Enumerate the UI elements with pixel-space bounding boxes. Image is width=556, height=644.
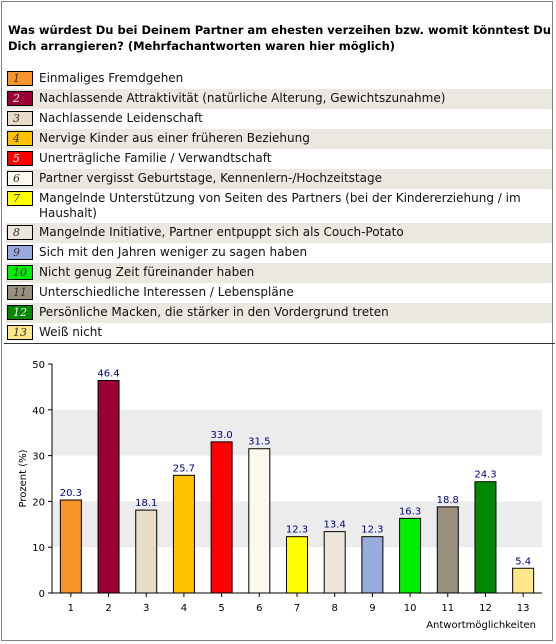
results-bar-chart: 0 10 20 30 40 50 20.3 1 46.4 2 18.1 3 25.7 4 33.0 5 31.5…	[18, 360, 542, 631]
legend-item: 12 Persönliche Macken, die stärker in den…	[6, 303, 552, 323]
x-tick-label: 12	[479, 603, 492, 614]
legend-label: Nachlassende Leidenschaft	[39, 111, 203, 125]
x-tick-label: 5	[218, 603, 224, 614]
legend-item: 5 Unerträgliche Familie / Verwandtschaft	[6, 149, 552, 169]
y-tick-label: 10	[32, 543, 45, 554]
legend-label: Nachlassende Attraktivität (natürliche A…	[39, 91, 446, 105]
legend-item: 13 Weiß nicht	[6, 323, 552, 343]
legend-swatch: 4	[7, 131, 33, 146]
legend-swatch: 9	[7, 245, 33, 260]
y-tick-label: 50	[32, 360, 45, 371]
legend-item: 9 Sich mit den Jahren weniger zu sagen ha…	[6, 243, 552, 263]
x-tick-label: 10	[404, 603, 417, 614]
legend-item: 11 Unterschiedliche Interessen / Lebenspl…	[6, 283, 552, 303]
legend-swatch: 2	[7, 91, 33, 106]
bar	[97, 379, 120, 594]
y-axis-title: Prozent (%)	[18, 449, 29, 507]
x-tick-label: 1	[68, 603, 74, 614]
legend-label: Nicht genug Zeit füreinander haben	[39, 265, 255, 279]
bar	[210, 441, 233, 594]
legend-swatch: 6	[7, 171, 33, 186]
bar-value-label: 16.3	[399, 506, 421, 517]
legend-label: Mangelnde Initiative, Partner entpuppt s…	[39, 225, 404, 239]
poll-question: Was würdest Du bei Deinem Partner am ehe…	[8, 23, 551, 53]
legend-swatch: 10	[7, 265, 33, 280]
x-tick-label: 8	[332, 603, 338, 614]
y-tick-label: 40	[32, 406, 45, 417]
bar-value-label: 20.3	[60, 488, 82, 499]
bar	[135, 509, 158, 594]
legend-swatch: 8	[7, 225, 33, 240]
x-tick-label: 4	[181, 603, 187, 614]
y-tick-label: 20	[32, 497, 45, 508]
bar	[512, 567, 535, 594]
legend-swatch: 7	[7, 191, 33, 206]
legend-item: 2 Nachlassende Attraktivität (natürliche …	[6, 89, 552, 109]
bar	[172, 474, 195, 594]
x-tick-label: 7	[294, 603, 300, 614]
legend-item: 7 Mangelnde Unterstützung von Seiten des …	[6, 189, 552, 223]
x-axis-title: Antwortmöglichkeiten	[426, 620, 536, 631]
x-tick-label: 11	[441, 603, 454, 614]
legend-item: 10 Nicht genug Zeit füreinander haben	[6, 263, 552, 283]
legend-item: 4 Nervige Kinder aus einer früheren Bezie…	[6, 129, 552, 149]
bar	[361, 536, 384, 594]
bar-value-label: 18.8	[437, 495, 459, 506]
bar-value-label: 12.3	[286, 525, 308, 536]
bar-value-label: 33.0	[210, 430, 232, 441]
bar-value-label: 5.4	[515, 556, 531, 567]
bar	[399, 517, 422, 594]
grid-band	[52, 409, 542, 456]
bar-value-label: 31.5	[248, 437, 270, 448]
x-tick-label: 3	[143, 603, 149, 614]
bar	[286, 536, 308, 594]
legend-label: Nervige Kinder aus einer früheren Bezieh…	[39, 131, 310, 145]
legend-label: Unterschiedliche Interessen / Lebensplän…	[39, 285, 294, 299]
bar-value-label: 18.1	[135, 498, 157, 509]
x-tick-label: 13	[517, 603, 530, 614]
legend-swatch: 11	[7, 285, 33, 300]
y-tick-label: 30	[32, 452, 45, 463]
legend-label: Unerträgliche Familie / Verwandtschaft	[39, 151, 272, 165]
legend-item: 1 Einmaliges Fremdgehen	[6, 69, 552, 89]
legend-label: Weiß nicht	[39, 325, 103, 339]
answer-legend: 1 Einmaliges Fremdgehen 2 Nachlassende Attr…	[6, 69, 552, 343]
y-tick-label: 0	[39, 589, 45, 600]
legend-item: 6 Partner vergisst Geburtstage, Kennenler…	[6, 169, 552, 189]
bar	[474, 481, 497, 594]
bar-value-label: 12.3	[361, 525, 383, 536]
legend-swatch: 5	[7, 151, 33, 166]
bar	[248, 448, 271, 594]
legend-label: Partner vergisst Geburtstage, Kennenlern…	[39, 171, 382, 185]
legend-swatch: 1	[7, 71, 33, 86]
bar	[323, 531, 346, 594]
bar-value-label: 46.4	[97, 368, 119, 379]
legend-label: Einmaliges Fremdgehen	[39, 71, 184, 85]
legend-chart-divider	[4, 343, 555, 344]
legend-label: Sich mit den Jahren weniger zu sagen hab…	[39, 245, 308, 259]
x-tick-label: 9	[369, 603, 375, 614]
legend-label: Mangelnde Unterstützung von Seiten des P…	[39, 191, 521, 220]
legend-swatch: 12	[7, 305, 33, 320]
legend-swatch: 3	[7, 111, 33, 126]
bar	[436, 506, 459, 594]
x-tick-label: 6	[256, 603, 262, 614]
legend-label: Persönliche Macken, die stärker in den V…	[39, 305, 389, 319]
legend-item: 3 Nachlassende Leidenschaft	[6, 109, 552, 129]
bar-value-label: 25.7	[173, 463, 195, 474]
x-tick-label: 2	[105, 603, 111, 614]
bar	[59, 499, 82, 594]
bar-value-label: 13.4	[324, 520, 346, 531]
legend-swatch: 13	[7, 325, 33, 340]
legend-item: 8 Mangelnde Initiative, Partner entpuppt …	[6, 223, 552, 243]
bar-value-label: 24.3	[474, 470, 496, 481]
